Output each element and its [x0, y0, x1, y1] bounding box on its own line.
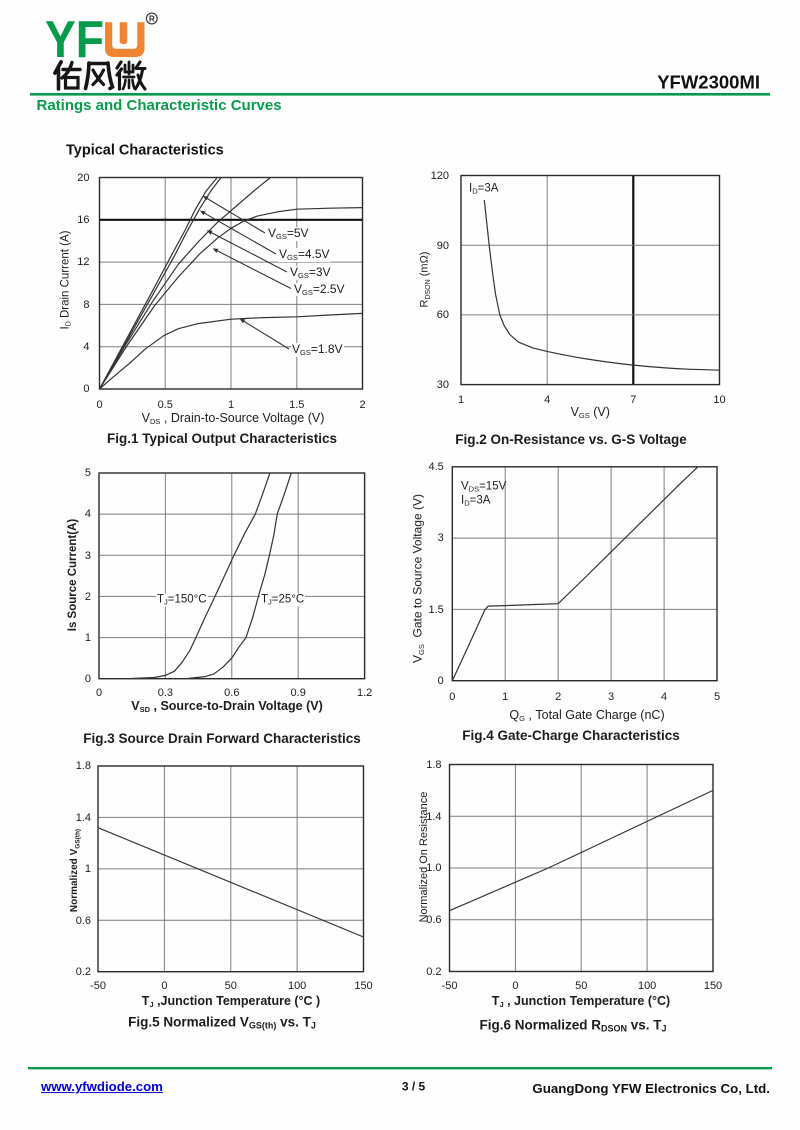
- svg-text:Normalized VGS(th)​: Normalized VGS(th)​: [69, 829, 81, 912]
- svg-text:YF: YF: [45, 11, 104, 69]
- svg-text:VGS​ Gate to Source Voltage (: VGS​ Gate to Source Voltage (V): [411, 494, 426, 663]
- svg-text:Normalized On Resistance: Normalized On Resistance: [418, 792, 430, 923]
- svg-text:R: R: [149, 15, 155, 24]
- svg-text:RDSON​ (mΩ): RDSON​ (mΩ): [419, 252, 432, 308]
- svg-text:Is Source Current(A): Is Source Current(A): [67, 519, 79, 632]
- svg-text:ID​ Drain Current (A): ID​ Drain Current (A): [59, 230, 72, 329]
